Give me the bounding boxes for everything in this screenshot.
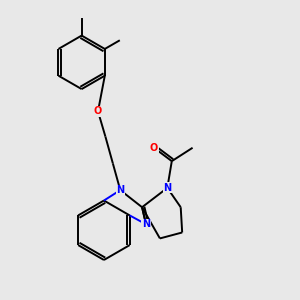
Text: O: O xyxy=(150,143,158,153)
Text: O: O xyxy=(94,106,102,116)
Text: N: N xyxy=(116,185,124,195)
Text: N: N xyxy=(142,219,150,229)
Text: N: N xyxy=(163,183,171,193)
